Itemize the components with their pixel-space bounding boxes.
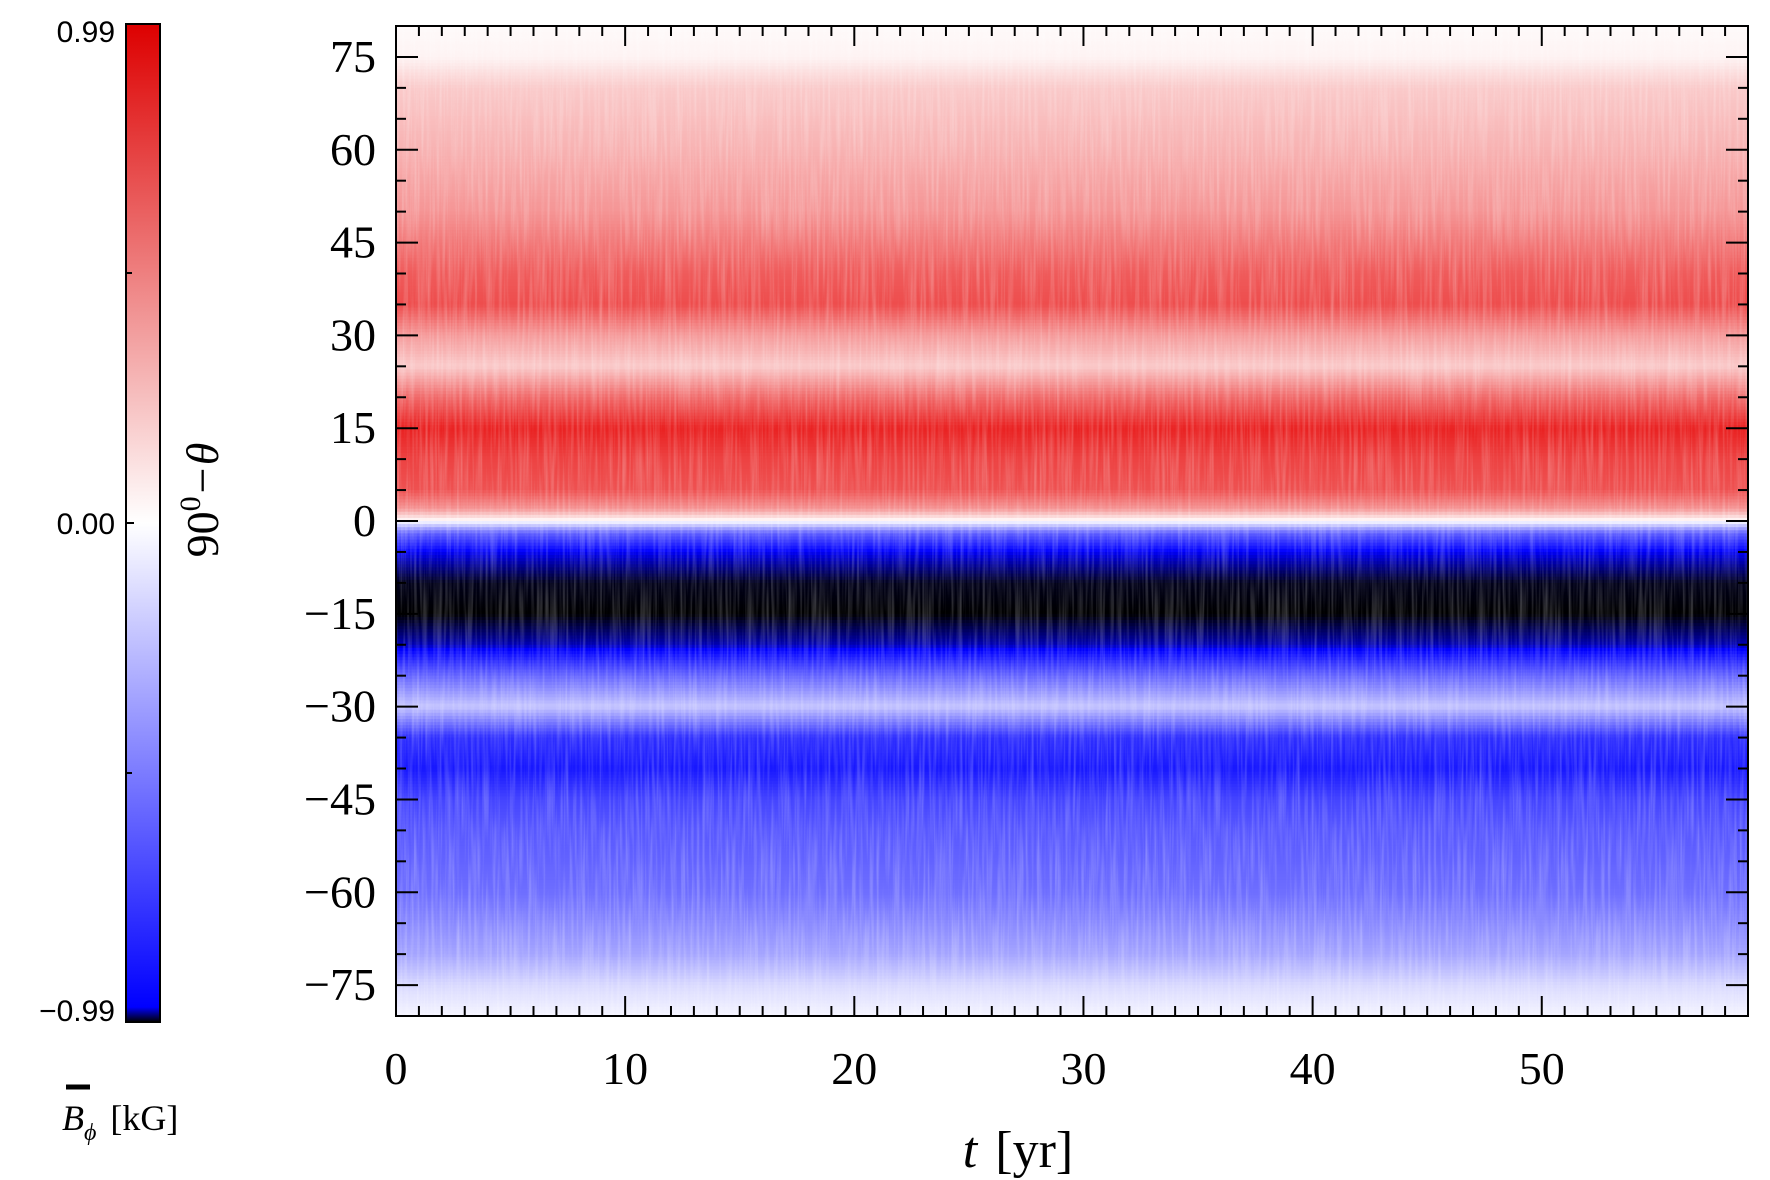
colorbar-label: Bϕ [kG] (62, 1084, 178, 1146)
colorbar-label-unit: [kG] (110, 1098, 178, 1138)
y-axis-label: 900−θ (174, 443, 228, 558)
svg-text:Bϕ[kG]: Bϕ [kG] (62, 1098, 178, 1146)
plot-area: 75 60 45 30 15 0 −15 −30 −45 −60 −75 0 10 20 30 40 50 (304, 25, 1749, 1094)
colorbar-label-subscript: ϕ (84, 1120, 96, 1146)
y-tick-label: 60 (330, 124, 376, 175)
colorbar-label-symbol: B (62, 1098, 84, 1138)
plot-frame (395, 25, 1749, 1017)
y-tick-label: −75 (304, 959, 376, 1010)
x-tick-label: 20 (831, 1043, 877, 1094)
y-tick-label: 75 (330, 31, 376, 82)
x-tick-label: 30 (1060, 1043, 1106, 1094)
colorbar-tick-label-max: 0.99 (57, 16, 115, 49)
x-tick-label: 10 (602, 1043, 648, 1094)
y-tick-label: −60 (304, 866, 376, 917)
x-tick-label: 50 (1519, 1043, 1565, 1094)
x-tick-label: 0 (385, 1043, 408, 1094)
y-tick-label: 15 (330, 402, 376, 453)
y-tick-labels: 75 60 45 30 15 0 −15 −30 −45 −60 −75 (304, 31, 376, 1010)
y-tick-label: −15 (304, 588, 376, 639)
x-tick-label: 40 (1290, 1043, 1336, 1094)
x-axis-label: t [yr] (963, 1122, 1073, 1179)
y-tick-label: 30 (330, 309, 376, 360)
y-tick-label: −30 (304, 681, 376, 732)
heatmap-texture (396, 26, 1748, 1016)
colorbar-tick-label-zero: 0.00 (57, 508, 115, 541)
x-tick-labels: 0 10 20 30 40 50 (385, 1043, 1565, 1094)
axis-ticks (395, 26, 1749, 1016)
y-tick-label: −45 (304, 773, 376, 824)
colorbar-minor-ticks (126, 272, 132, 774)
colorbar: 0.99 0.00 −0.99 Bϕ [kG] (39, 16, 178, 1146)
y-tick-label: 45 (330, 217, 376, 268)
y-tick-label: 0 (353, 495, 376, 546)
colorbar-tick-label-min: −0.99 (39, 995, 115, 1028)
